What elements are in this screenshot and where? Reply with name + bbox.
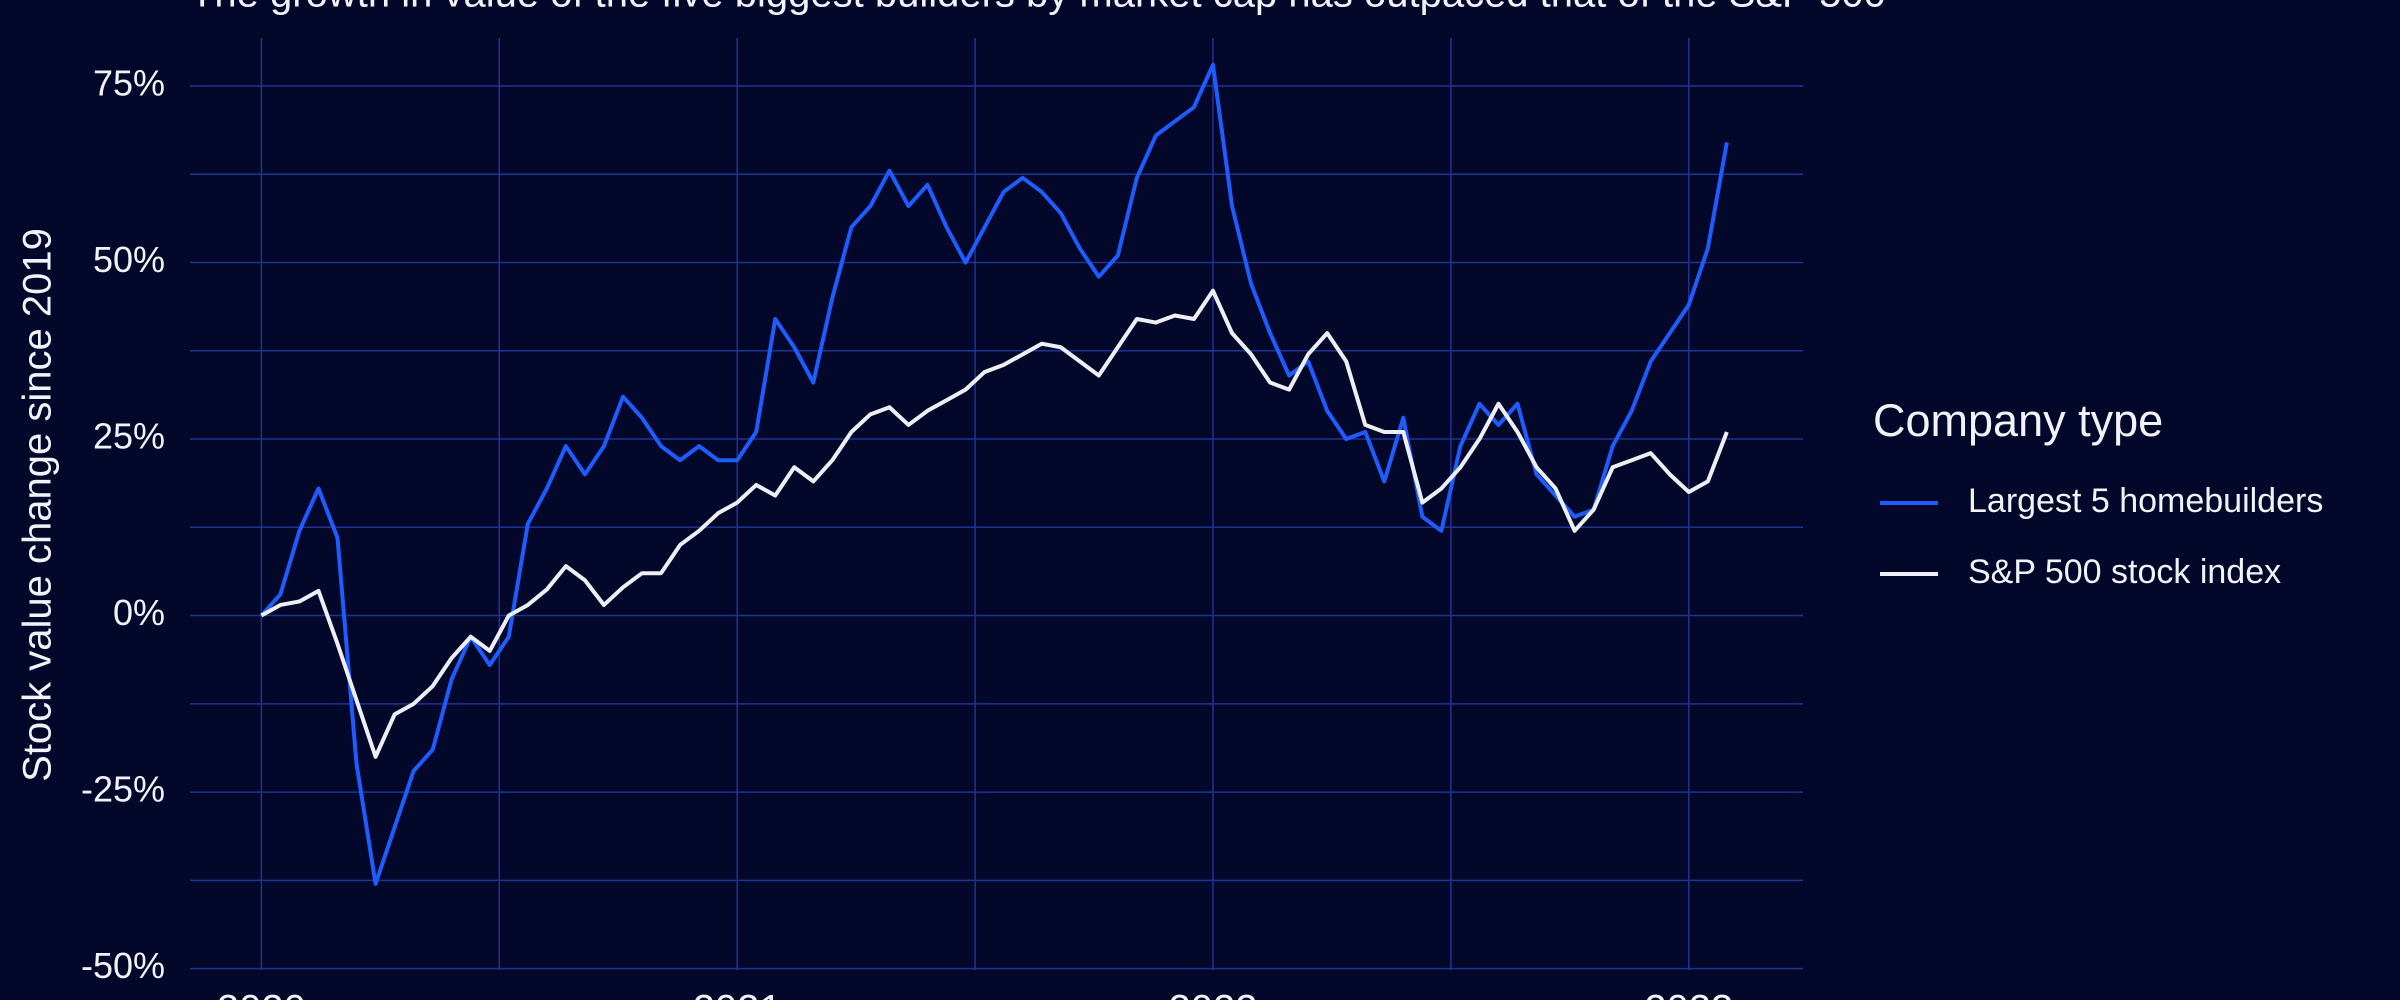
x-tick-label: 2021 (693, 988, 782, 1000)
legend-label: S&P 500 stock index (1968, 553, 2281, 591)
y-tick-label: -50% (81, 945, 165, 986)
y-tick-label: 50% (93, 239, 165, 280)
y-tick-label: 0% (113, 592, 165, 633)
chart-title: The growth in value of the five biggest … (190, 0, 1886, 16)
x-tick-label: 2023 (1644, 988, 1733, 1000)
y-tick-label: -25% (81, 769, 165, 810)
series-line (260, 288, 1729, 759)
x-tick-label: 2022 (1169, 988, 1258, 1000)
y-axis-label: Stock value change since 2019 (16, 228, 60, 782)
legend-title: Company type (1873, 395, 2163, 446)
y-tick-label: 25% (93, 416, 165, 457)
x-tick-label: 2020 (217, 988, 306, 1000)
series-line (259, 62, 1729, 886)
legend-label: Largest 5 homebuilders (1968, 482, 2323, 520)
y-tick-label: 75% (93, 63, 165, 104)
